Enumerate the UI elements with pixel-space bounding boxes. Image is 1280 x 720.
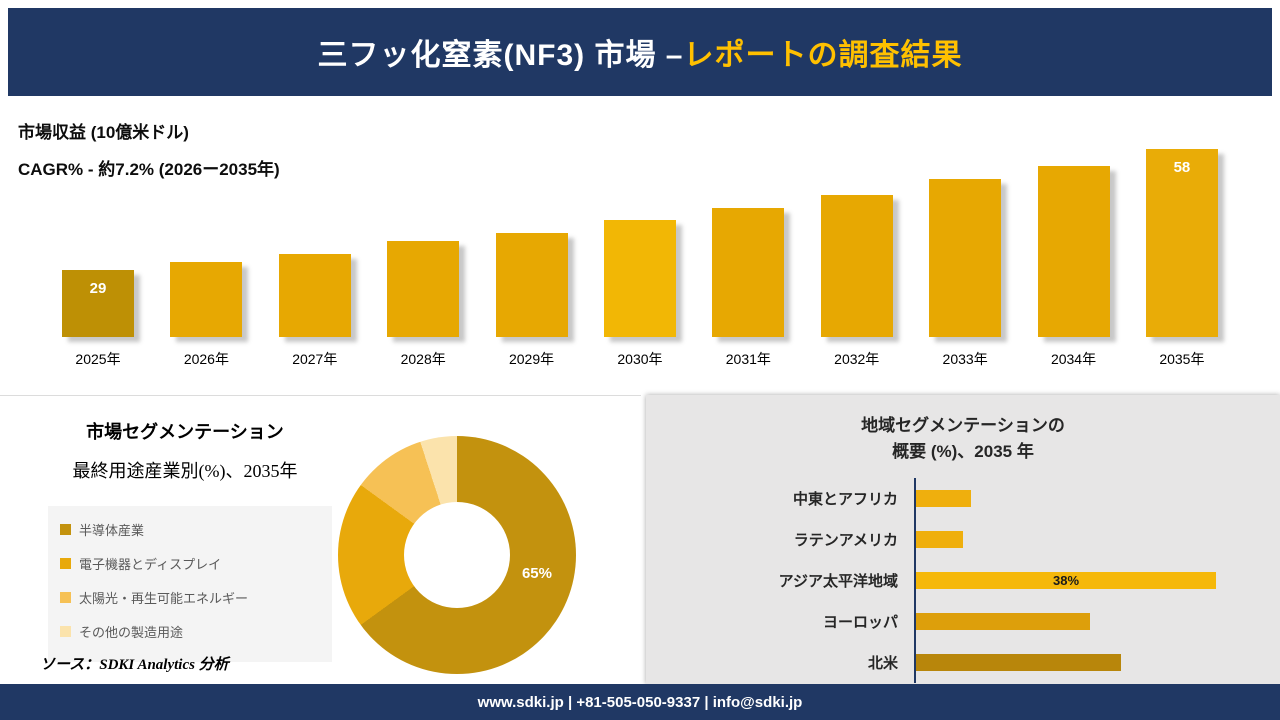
region-title-line1: 地域セグメンテーションの [861,416,1065,435]
donut-value-label: 65% [521,564,552,582]
revenue-bar-category-label: 2034年 [1050,351,1097,367]
page-title-accent: レポートの調査結果 [683,39,963,72]
revenue-bar-category-label: 2027年 [292,351,338,367]
revenue-unit-label: 市場収益 (10億米ドル) [18,123,189,142]
cagr-label: CAGR% - 約7.2% (2026ー2035年) [18,160,280,179]
region-bar-cell [914,600,1280,642]
revenue-bar-column: 2027年 [278,127,351,369]
donut-hole [404,502,510,608]
page-title: 三フッ化窒素(NF3) 市場 –レポートの調査結果 [317,30,962,74]
revenue-bar-column: 2031年 [712,127,785,369]
region-row: アジア太平洋地域 38% [646,559,1280,601]
revenue-bar [712,208,785,337]
legend-label: その他の製造用途 [79,625,184,640]
region-bar-value-label: 38% [1052,572,1080,588]
revenue-bar-value-label: 58 [1173,159,1191,176]
revenue-bar [495,233,568,337]
legend-label: 半導体産業 [79,523,145,538]
revenue-bar [278,254,351,337]
bottom-panels: 市場セグメンテーション 最終用途産業別(%)、2035年 半導体産業電子機器とデ… [0,395,1280,684]
legend-swatch [60,626,71,637]
header-banner: 三フッ化窒素(NF3) 市場 –レポートの調査結果 [8,8,1272,96]
region-bar [916,612,1090,630]
region-bar [916,530,963,548]
region-bar [916,489,971,507]
revenue-bar [387,241,460,337]
footer-banner: www.sdki.jp | +81-505-050-9337 | info@sd… [0,684,1280,720]
donut-chart-wrap: 65% [338,436,576,674]
revenue-chart-labels: 市場収益 (10億米ドル) CAGR% - 約7.2% (2026ー2035年) [18,118,280,180]
revenue-bar-column: 58 2035年 [1145,127,1218,369]
region-bar: 38% [916,571,1216,589]
revenue-bar-column: 2026年 [170,127,243,369]
region-category-label: ラテンアメリカ [793,531,898,549]
revenue-bar-category-label: 2035年 [1159,351,1205,367]
region-row: ラテンアメリカ [646,518,1280,560]
revenue-bar [603,220,676,337]
legend-item: 太陽光・再生可能エネルギー [60,588,320,607]
legend-swatch [60,524,71,535]
revenue-bar-column: 2029年 [495,127,568,369]
revenue-bar-column: 2028年 [387,127,460,369]
region-title: 地域セグメンテーションの 概要 (%)、2035 年 [646,413,1280,466]
legend-item: 電子機器とディスプレイ [60,554,320,573]
revenue-bar-category-label: 2028年 [400,351,446,367]
region-section: 地域セグメンテーションの 概要 (%)、2035 年 中東とアフリカ ラテンアメリ… [646,395,1280,684]
region-category-label: アジア太平洋地域 [778,572,898,590]
revenue-bar-column: 2032年 [820,127,893,369]
legend-item: 半導体産業 [60,520,320,539]
region-category-label: 北米 [867,654,898,672]
region-bar-cell [914,641,1280,683]
source-note: ソース：SDKI Analytics 分析 [40,657,229,673]
revenue-bar-column: 29 2025年 [62,127,134,369]
revenue-bar-value-label: 29 [89,280,107,297]
revenue-bar [820,195,893,337]
page-title-main: 三フッ化窒素(NF3) 市場 – [317,39,684,72]
revenue-bar-column: 2030年 [603,127,676,369]
revenue-bar-category-label: 2025年 [75,351,121,367]
revenue-bar-column: 2033年 [929,127,1002,369]
region-category-label: 中東とアフリカ [792,490,898,508]
segmentation-title: 市場セグメンテーション [86,422,284,442]
region-bar-cell [914,518,1280,560]
legend-item: その他の製造用途 [60,622,320,641]
revenue-bar-category-label: 2031年 [725,351,771,367]
revenue-bar-category-label: 2032年 [834,351,880,367]
revenue-bar [170,262,243,337]
revenue-bar-chart: 29 2025年 2026年 2027年 2028年 2029年 2030年 2031年 203… [62,127,1218,369]
revenue-bar: 58 [1145,149,1218,337]
region-row: 中東とアフリカ [646,477,1280,519]
legend-label: 太陽光・再生可能エネルギー [79,591,249,606]
revenue-bar-category-label: 2030年 [617,351,663,367]
revenue-bar-category-label: 2026年 [183,351,229,367]
region-category-label: ヨーロッパ [822,613,898,631]
donut-chart: 65% [338,436,576,674]
segmentation-section: 市場セグメンテーション 最終用途産業別(%)、2035年 半導体産業電子機器とデ… [0,395,641,684]
segmentation-subtitle: 最終用途産業別(%)、2035年 [72,461,298,481]
revenue-bar-column: 2034年 [1037,127,1110,369]
region-row: ヨーロッパ [646,600,1280,642]
legend-label: 電子機器とディスプレイ [79,557,222,572]
revenue-bar [929,179,1002,337]
legend-swatch [60,592,71,603]
revenue-chart-section: 市場収益 (10億米ドル) CAGR% - 約7.2% (2026ー2035年)… [0,104,1280,395]
legend-swatch [60,558,71,569]
region-bar-chart: 中東とアフリカ ラテンアメリカアジア太平洋地域 38% ヨーロッパ北米 [646,477,1280,683]
revenue-bar-category-label: 2033年 [942,351,988,367]
region-title-line2: 概要 (%)、2035 年 [892,442,1034,462]
footer-contact: www.sdki.jp | +81-505-050-9337 | info@sd… [477,693,803,711]
region-bar [916,653,1121,671]
segmentation-legend: 半導体産業電子機器とディスプレイ太陽光・再生可能エネルギー その他の製造用途 [48,506,332,662]
revenue-bar [1037,166,1110,337]
revenue-bar-category-label: 2029年 [508,351,555,367]
region-bar-cell [914,477,1280,519]
region-row: 北米 [646,641,1280,683]
revenue-bar: 29 [62,270,134,337]
region-bar-cell: 38% [914,559,1280,601]
